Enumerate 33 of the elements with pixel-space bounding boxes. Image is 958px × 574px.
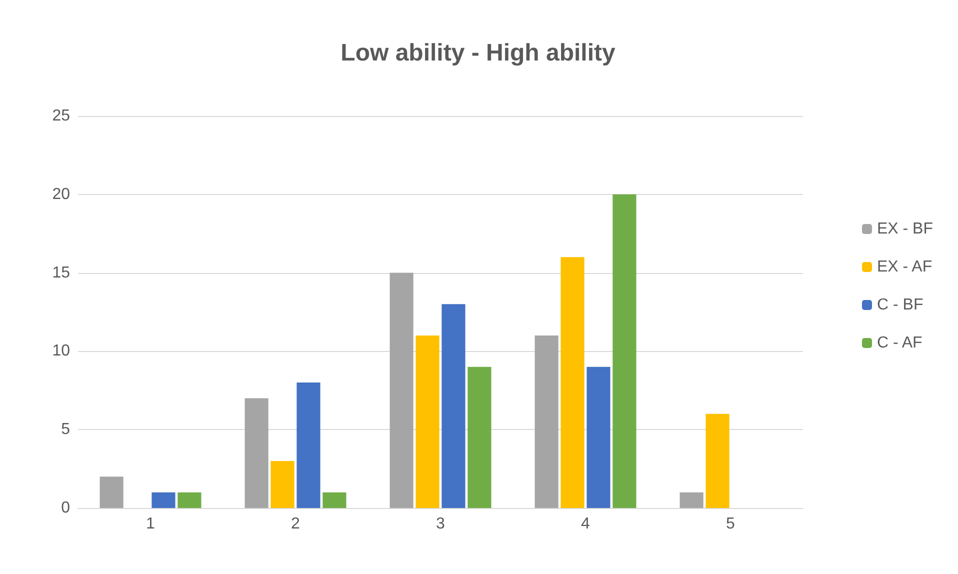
y-tick-label: 0 — [61, 500, 70, 516]
legend-label: EX - AF — [876, 258, 932, 276]
y-tick-label: 20 — [52, 186, 70, 203]
x-tick-label: 5 — [726, 516, 736, 532]
bar — [416, 336, 440, 508]
bar — [100, 476, 124, 508]
bar — [534, 336, 558, 508]
legend-label: EX - BF — [876, 220, 934, 238]
y-tick-label: 25 — [52, 108, 70, 124]
bar — [468, 366, 492, 508]
legend-label: C - AF — [876, 334, 923, 352]
bar — [706, 414, 730, 508]
bar — [296, 382, 320, 508]
legend-label: C - BF — [876, 296, 924, 314]
x-tick-label: 2 — [291, 516, 300, 532]
bar — [680, 492, 704, 508]
chart-title: Low ability - High ability — [340, 40, 616, 66]
bar — [390, 272, 414, 508]
bar — [178, 492, 202, 508]
bar — [560, 257, 584, 508]
y-tick-label: 5 — [61, 421, 70, 438]
bar — [442, 304, 466, 508]
x-tick-label: 1 — [146, 516, 156, 532]
bar — [152, 492, 176, 508]
x-tick-label: 3 — [436, 516, 446, 532]
bar — [586, 366, 610, 508]
bar — [270, 460, 294, 508]
bar — [322, 492, 346, 508]
y-tick-label: 15 — [52, 264, 70, 282]
y-tick-label: 10 — [52, 342, 70, 360]
bar — [244, 398, 268, 508]
x-tick-label: 4 — [581, 516, 590, 532]
bar — [612, 194, 636, 508]
